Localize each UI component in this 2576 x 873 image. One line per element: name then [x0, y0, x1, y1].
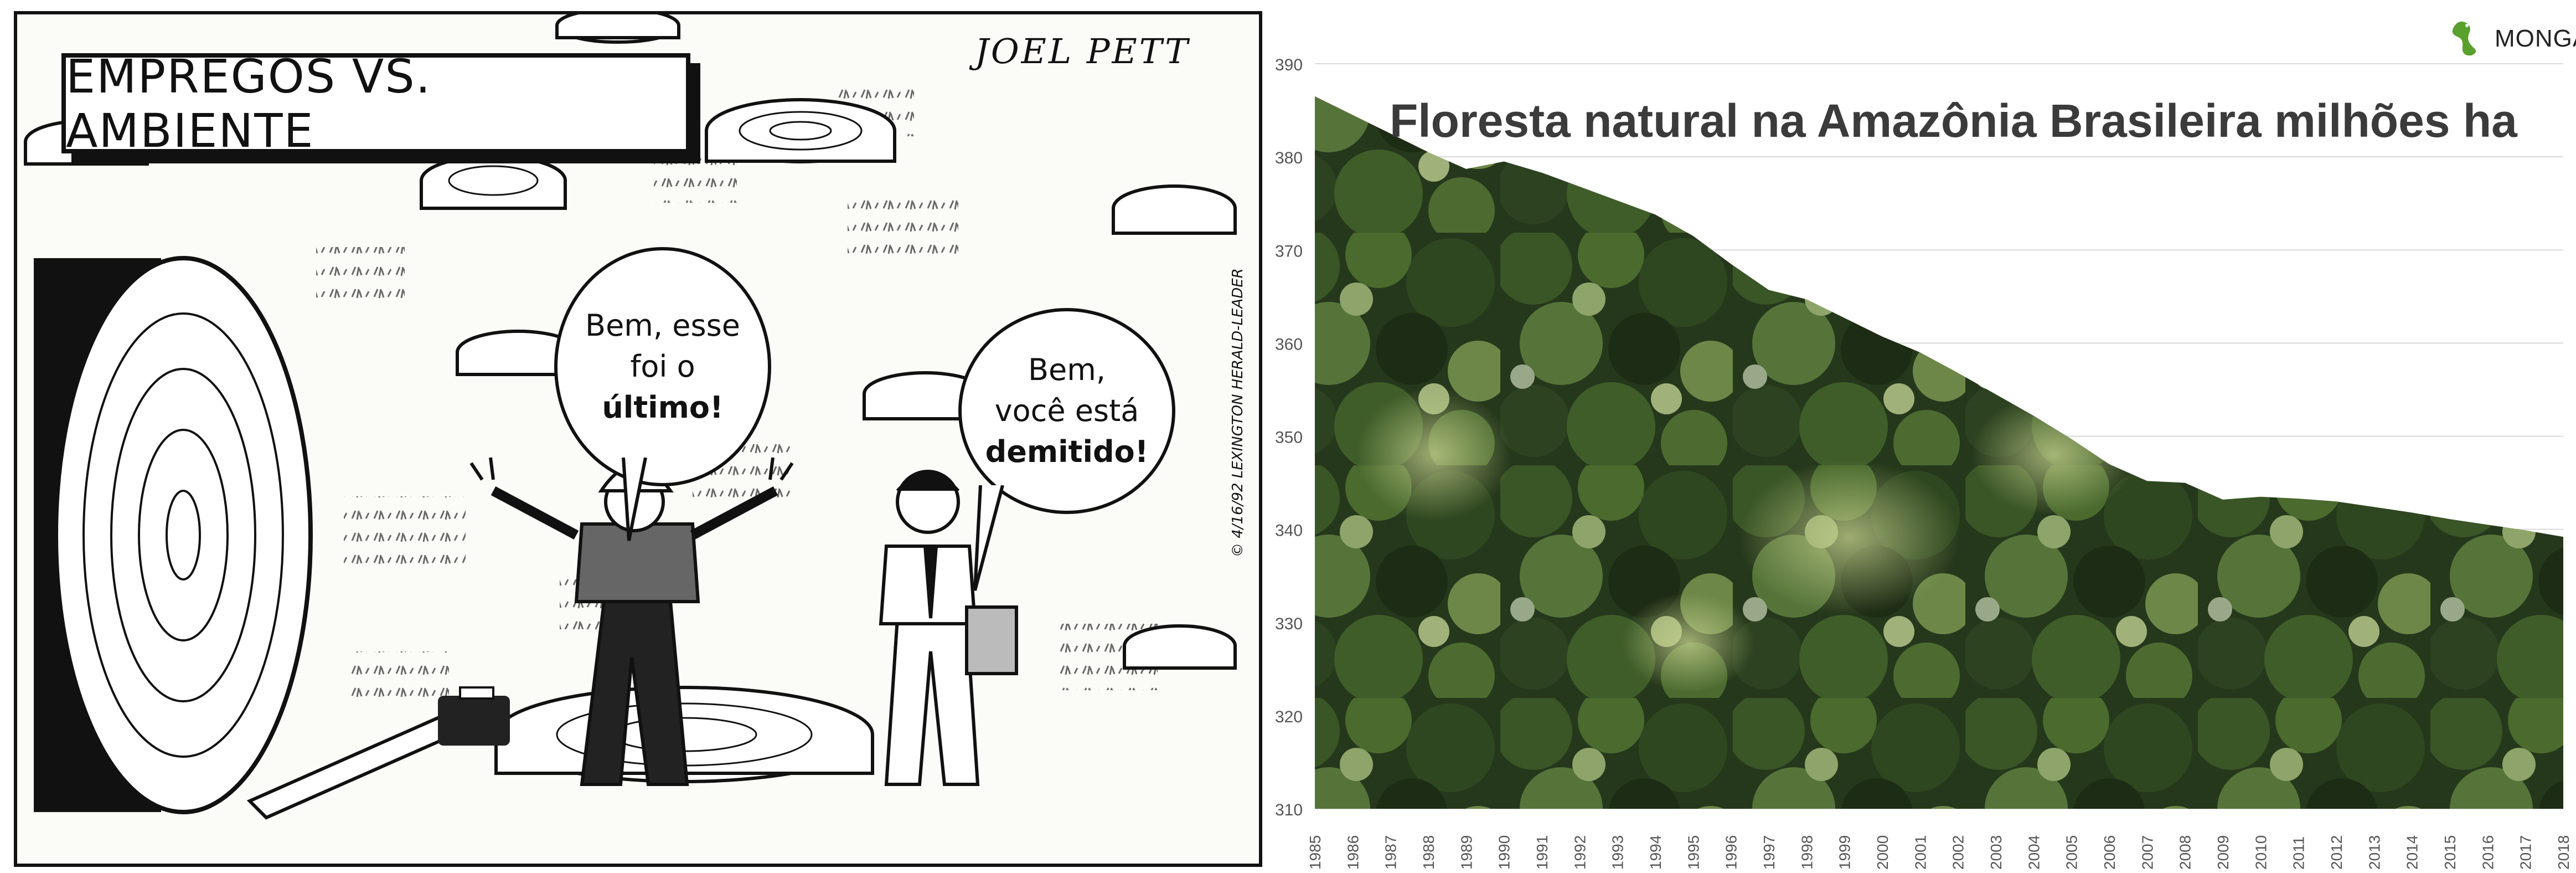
- x-tick-label: 2018: [2555, 835, 2572, 870]
- y-tick-label: 380: [1275, 149, 1303, 167]
- y-tick-label: 330: [1275, 615, 1303, 633]
- worker-speech-bubble: Bem, esse foi o último!: [554, 247, 771, 486]
- x-tick-label: 2004: [2025, 835, 2042, 870]
- x-tick-label: 1999: [1836, 835, 1854, 870]
- x-axis-ticks: 1985 1986 1987 1988 1989 1990 1991 1992 1993 1994…: [1307, 835, 2572, 870]
- y-axis-ticks: 390 380 370 360 350 340 330 320 310: [1275, 56, 1303, 819]
- x-tick-label: 2007: [2139, 835, 2156, 870]
- cartoon-title-box: EMPREGOS VS. AMBIENTE: [61, 49, 690, 158]
- x-tick-label: 1985: [1307, 835, 1324, 870]
- forest-area-chart: 390 380 370 360 350 340 330 320 310 1985 1986 1987…: [1275, 56, 2572, 870]
- x-tick-label: 1987: [1382, 835, 1400, 870]
- x-tick-label: 2015: [2441, 835, 2459, 870]
- y-tick-label: 360: [1275, 335, 1303, 353]
- x-tick-label: 1991: [1534, 835, 1551, 870]
- cartoon-panel: EMPREGOS VS. AMBIENTE JOEL PETT © 4/16/9…: [14, 11, 1262, 867]
- x-tick-label: 2010: [2252, 835, 2269, 870]
- brand-logo[interactable]: MONGABAY.COM: [2443, 17, 2576, 61]
- chart-title: Floresta natural na Amazônia Brasileira …: [1390, 95, 2517, 147]
- x-tick-label: 2001: [1912, 835, 1929, 870]
- x-tick-label: 2000: [1874, 835, 1891, 870]
- x-tick-label: 2008: [2177, 835, 2194, 870]
- brand-name: MONGABAY.COM: [2495, 25, 2576, 52]
- boss-speech-bubble: Bem, você está demitido!: [958, 308, 1175, 514]
- x-tick-label: 2009: [2214, 835, 2232, 870]
- chainsaw: [246, 686, 510, 820]
- worker-line-1: Bem, esse: [585, 308, 740, 343]
- x-tick-label: 1994: [1647, 835, 1664, 870]
- x-tick-label: 1986: [1344, 835, 1361, 870]
- x-tick-label: 2003: [1988, 835, 2005, 870]
- x-tick-label: 1995: [1685, 835, 1702, 870]
- lizard-logo-icon: [2452, 21, 2476, 56]
- boss-line-2: você está: [994, 393, 1139, 428]
- boss-figure: [879, 470, 1018, 786]
- copyright-note: © 4/16/92 LEXINGTON HERALD-LEADER: [1230, 268, 1246, 557]
- x-tick-label: 2016: [2479, 835, 2496, 870]
- x-tick-label: 1988: [1420, 835, 1437, 870]
- boss-bubble-tail: [973, 485, 1004, 591]
- x-tick-label: 2013: [2366, 835, 2383, 870]
- y-tick-label: 340: [1275, 522, 1303, 540]
- x-tick-label: 2011: [2290, 836, 2307, 870]
- worker-line-3: último!: [602, 390, 724, 425]
- x-tick-label: 2006: [2101, 835, 2118, 870]
- chart-panel: 390 380 370 360 350 340 330 320 310 1985 1986 1987…: [1268, 0, 2576, 873]
- x-tick-label: 2012: [2328, 835, 2345, 870]
- giant-log: [34, 256, 313, 814]
- x-tick-label: 1996: [1723, 835, 1740, 870]
- x-tick-label: 2017: [2517, 835, 2534, 870]
- boss-line-3: demitido!: [985, 434, 1149, 469]
- y-tick-label: 390: [1275, 56, 1303, 74]
- artist-signature: JOEL PETT: [975, 31, 1190, 71]
- x-tick-label: 1992: [1571, 835, 1588, 870]
- worker-line-2: foi o: [630, 349, 695, 384]
- y-tick-label: 310: [1275, 801, 1303, 819]
- x-tick-label: 1997: [1761, 835, 1778, 870]
- cartoon-title: EMPREGOS VS. AMBIENTE: [66, 49, 432, 158]
- cartoon-drawing: [24, 14, 1237, 820]
- y-tick-label: 320: [1275, 708, 1303, 726]
- x-tick-label: 1990: [1496, 835, 1513, 870]
- x-tick-label: 2002: [1950, 835, 1967, 870]
- y-tick-label: 370: [1275, 242, 1303, 260]
- worker-bubble-tail: [622, 458, 647, 541]
- x-tick-label: 1993: [1609, 835, 1627, 870]
- boss-line-1: Bem,: [1028, 352, 1106, 387]
- x-tick-label: 1998: [1798, 835, 1815, 870]
- y-tick-label: 350: [1275, 429, 1303, 447]
- x-tick-label: 2005: [2063, 835, 2081, 870]
- x-tick-label: 2014: [2404, 835, 2421, 870]
- x-tick-label: 1989: [1458, 835, 1475, 870]
